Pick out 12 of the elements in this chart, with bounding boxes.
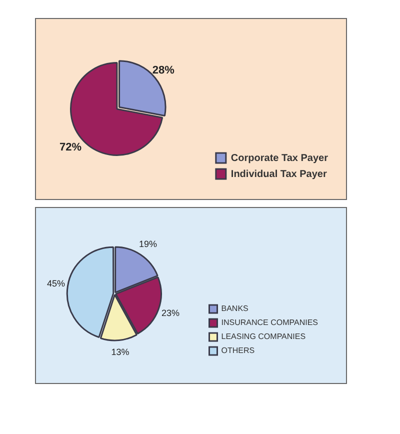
legend-label: OTHERS — [221, 346, 255, 356]
data-label: 13% — [111, 347, 130, 358]
legend-label: Individual Tax Payer — [230, 168, 327, 180]
legend-label: INSURANCE COMPANIES — [221, 318, 318, 328]
legend-label: Corporate Tax Payer — [230, 152, 328, 164]
data-label: 28% — [152, 64, 175, 77]
data-label: 72% — [60, 141, 82, 154]
data-label: 45% — [46, 278, 65, 289]
legend-label: LEASING COMPANIES — [221, 332, 306, 342]
data-label: 23% — [161, 308, 180, 318]
data-label: 19% — [138, 238, 158, 249]
legend-label: BANKS — [221, 304, 248, 314]
